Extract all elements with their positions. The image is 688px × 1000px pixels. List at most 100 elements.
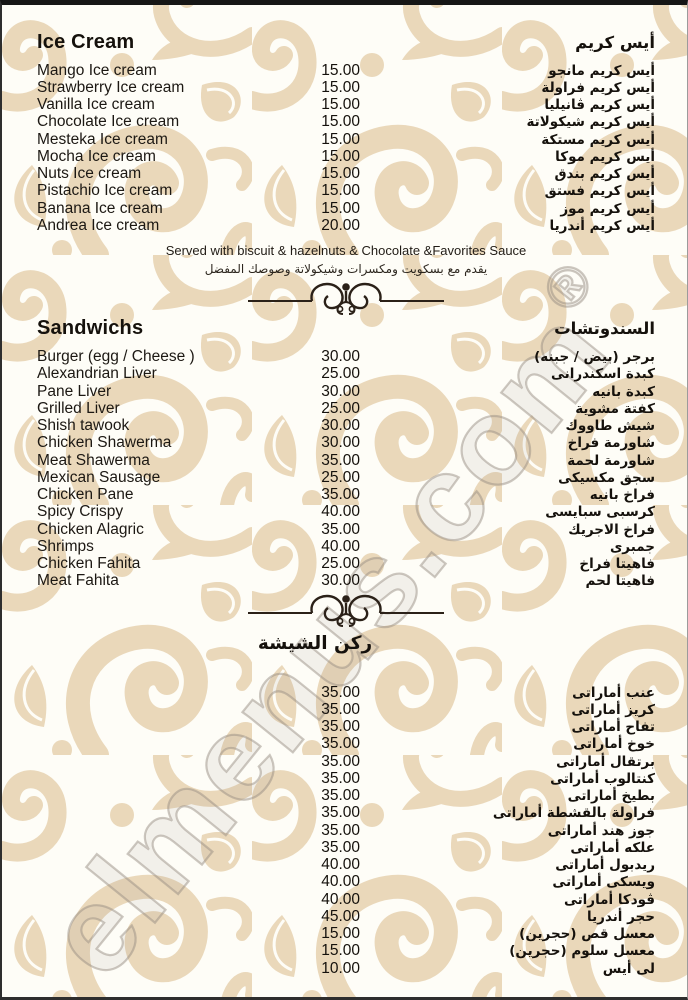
item-name-ar: أيس كريم ڤانيليا (544, 97, 655, 114)
sandwiches-title-en: Sandwichs (37, 316, 144, 339)
item-price: 15.00 (321, 147, 360, 165)
menu-item-row: Strawberry Ice cream 15.00 أيس كريم فراو… (37, 79, 655, 96)
item-name-ar: أيس كريم موز (560, 200, 655, 217)
menu-item-row: Alexandrian Liver 25.00 كبدة اسكندرانى (37, 365, 655, 383)
sandwiches-title-ar: السندوتشات (554, 318, 655, 338)
item-name-en: Chicken Shawerma (37, 434, 172, 452)
menu-item-row: 35.00 كنتالوب أماراتى (37, 770, 655, 787)
item-price: 30.00 (321, 382, 360, 400)
ice-cream-header: Ice Cream أيس كريم (37, 31, 655, 57)
menu-item-row: Meat Shawerma 35.00 شاورمة لحمة (37, 452, 655, 469)
menu-content: Ice Cream أيس كريم Mango Ice cream 15.00… (2, 5, 687, 997)
menu-item-row: Grilled Liver 25.00 كفتة مشوية (37, 400, 655, 417)
ice-cream-note-en: Served with biscuit & hazelnuts & Chocol… (165, 242, 527, 258)
menu-item-row: Vanilla Ice cream 15.00 أيس كريم ڤانيليا (37, 96, 655, 114)
menu-item-row: Shish tawook 30.00 شيش طاووك (37, 417, 655, 435)
item-name-ar: فاهيتا لحم (585, 573, 655, 590)
item-name-ar: أيس كريم فراولة (541, 79, 655, 96)
item-price: 15.00 (321, 78, 360, 96)
menu-item-row: 40.00 ريدبول أماراتى (37, 856, 655, 874)
ice-cream-title-ar: أيس كريم (575, 33, 655, 52)
item-name-en: Vanilla Ice cream (37, 96, 155, 114)
item-price: 45.00 (321, 907, 360, 925)
menu-item-row: 35.00 فراولة بالقشطة أماراتى (37, 804, 655, 822)
item-name-en: Mesteka Ice cream (37, 130, 168, 148)
item-name-ar: معسل قص (حجرين) (519, 926, 655, 943)
menu-item-row: Mesteka Ice cream 15.00 أيس كريم مستكة (37, 131, 655, 148)
item-price: 30.00 (321, 434, 360, 452)
item-price: 35.00 (321, 735, 360, 753)
menu-item-row: Banana Ice cream 15.00 أيس كريم موز (37, 200, 655, 217)
menu-item-row: Mexican Sausage 25.00 سجق مكسيكى (37, 469, 655, 486)
item-name-en: Spicy Crispy (37, 503, 124, 521)
item-name-en: Andrea Ice cream (37, 216, 160, 234)
item-name-en: Meat Shawerma (37, 451, 150, 469)
item-price: 35.00 (321, 718, 360, 736)
item-price: 35.00 (321, 520, 360, 538)
item-price: 30.00 (321, 348, 360, 366)
item-name-ar: كبدة اسكندرانى (550, 366, 655, 383)
item-price: 15.00 (321, 61, 360, 79)
item-name-ar: كنتالوب أماراتى (550, 770, 655, 787)
menu-item-row: 35.00 بطيخ أماراتى (37, 787, 655, 805)
menu-item-row: Chicken Fahita 25.00 فاهيتا فراخ (37, 555, 655, 573)
item-price: 30.00 (321, 572, 360, 590)
item-price: 15.00 (321, 96, 360, 114)
item-name-ar: كريز أماراتى (571, 701, 655, 718)
item-name-en: Alexandrian Liver (37, 365, 157, 383)
item-name-ar: أيس كريم بندق (554, 166, 655, 183)
item-price: 20.00 (321, 216, 360, 234)
item-name-ar: شاورمة لحمة (567, 452, 655, 469)
item-name-en: Chicken Alagric (37, 520, 144, 538)
item-name-ar: ڤودكا أماراتى (563, 891, 655, 908)
item-price: 35.00 (321, 752, 360, 770)
item-name-ar: فاهيتا فراخ (579, 556, 655, 573)
menu-item-row: Spicy Crispy 40.00 كرسبى سبايسى (37, 503, 655, 521)
item-name-en: Chocolate Ice cream (37, 113, 180, 131)
item-price: 15.00 (321, 113, 360, 131)
item-name-en: Mango Ice cream (37, 61, 157, 79)
menu-item-row: Chocolate Ice cream 15.00 أيس كريم شيكول… (37, 113, 656, 131)
menu-item-row: Pane Liver 30.00 كبدة بانيه (37, 383, 655, 400)
item-name-en: Burger (egg / Cheese ) (37, 348, 195, 366)
divider-ornament-icon (37, 591, 655, 631)
item-price: 40.00 (321, 856, 360, 874)
item-name-ar: سجق مكسيكى (558, 469, 655, 486)
section-sandwiches: Sandwichs السندوتشات Burger (egg / Chees… (37, 317, 655, 591)
item-name-ar: أيس كريم شيكولاتة (526, 114, 656, 131)
item-name-ar: أيس كريم موكا (555, 148, 655, 165)
item-price: 40.00 (321, 537, 360, 555)
item-price: 15.00 (321, 182, 360, 200)
item-price: 35.00 (321, 451, 360, 469)
item-name-ar: أيس كريم مانجو (548, 62, 655, 79)
menu-item-row: Andrea Ice cream 20.00 أيس كريم أندريا (37, 217, 655, 234)
item-name-en: Mexican Sausage (37, 468, 161, 486)
shisha-title-ar: ركن الشيشة (257, 633, 373, 654)
menu-item-row: 15.00 معسل سلوم (حجرين) (37, 942, 655, 960)
item-name-en: Pane Liver (37, 382, 112, 400)
menu-item-row: 40.00 ڤودكا أماراتى (37, 891, 655, 908)
item-name-ar: شيش طاووك (565, 418, 655, 435)
menu-item-row: 40.00 ويسكى أماراتى (37, 873, 655, 891)
item-name-ar: معسل سلوم (حجرين) (509, 943, 655, 960)
item-name-en: Shish tawook (37, 417, 130, 435)
item-name-en: Chicken Pane (37, 486, 134, 504)
item-name-en: Pistachio Ice cream (37, 182, 173, 200)
item-name-en: Shrimps (37, 537, 94, 555)
item-price: 25.00 (321, 399, 360, 417)
item-name-ar: خوخ أماراتى (573, 736, 655, 753)
item-name-ar: كبدة بانيه (592, 383, 655, 400)
item-name-en: Chicken Fahita (37, 555, 141, 573)
menu-item-row: 35.00 كريز أماراتى (37, 701, 655, 718)
item-name-ar: تفاح أماراتى (571, 719, 655, 736)
item-name-ar: لى أيس (602, 960, 655, 977)
menu-item-row: Pistachio Ice cream 15.00 أيس كريم فستق (37, 182, 655, 200)
item-name-ar: برجر (بيض / جبنه) (534, 349, 655, 366)
item-name-ar: برتقال أماراتى (556, 753, 655, 770)
menu-item-row: 10.00 لى أيس (37, 960, 655, 977)
item-name-en: Strawberry Ice cream (37, 78, 185, 96)
damask-pattern-background (2, 5, 687, 997)
item-price: 35.00 (321, 700, 360, 718)
menu-item-row: Meat Fahita 30.00 فاهيتا لحم (37, 572, 655, 590)
